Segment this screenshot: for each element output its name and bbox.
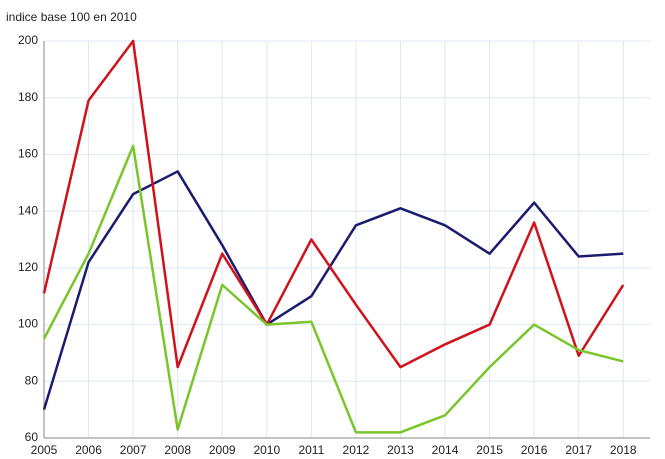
y-tick-label: 80 (25, 373, 39, 387)
y-tick-label: 160 (18, 147, 38, 161)
series-line (42, 39, 625, 369)
x-tick-label: 2005 (31, 443, 58, 457)
x-tick-label: 2013 (387, 443, 414, 457)
y-tick-label: 60 (25, 430, 39, 444)
x-tick-label: 2016 (521, 443, 548, 457)
x-tick-label: 2014 (432, 443, 459, 457)
x-tick-label: 2012 (343, 443, 370, 457)
y-tick-label: 140 (18, 203, 38, 217)
y-tick-label: 120 (18, 260, 38, 274)
x-tick-label: 2011 (298, 443, 324, 457)
y-tick-label: 100 (18, 317, 38, 331)
x-tick-label: 2017 (565, 443, 592, 457)
x-tick-label: 2006 (75, 443, 102, 457)
x-tick-label: 2009 (209, 443, 236, 457)
x-tick-label: 2007 (120, 443, 147, 457)
y-tick-label: 200 (18, 33, 38, 47)
x-tick-label: 2008 (164, 443, 191, 457)
series-line (42, 144, 624, 434)
x-tick-label: 2015 (476, 443, 503, 457)
y-tick-label: 180 (18, 90, 38, 104)
x-tick-label: 2018 (610, 443, 637, 457)
x-tick-label: 2010 (253, 443, 280, 457)
chart-subtitle: indice base 100 en 2010 (6, 10, 137, 24)
